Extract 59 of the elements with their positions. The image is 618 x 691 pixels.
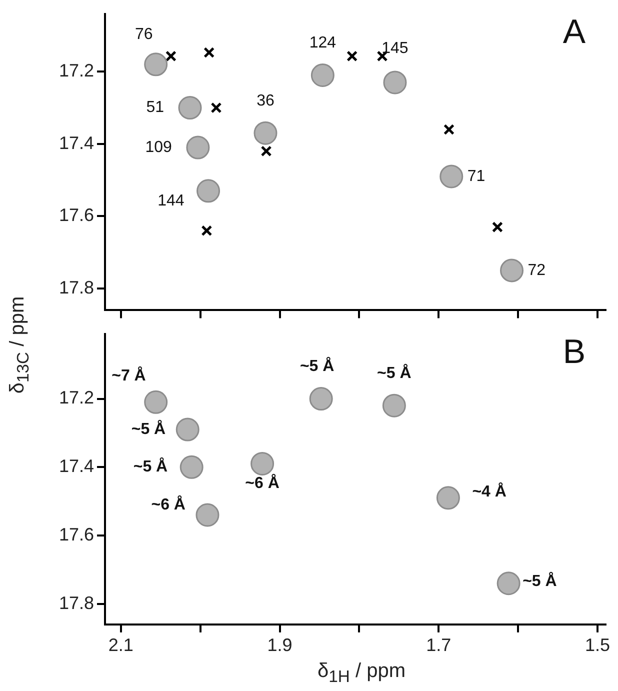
point — [250, 452, 274, 476]
point — [346, 50, 358, 62]
annotation: B — [562, 333, 586, 372]
point — [176, 418, 200, 442]
annotation: 51 — [146, 99, 164, 116]
y-tick-label: 17.2 — [58, 388, 94, 408]
annotation: ~5 Å — [522, 570, 558, 590]
annotation: 71 — [467, 168, 486, 185]
point — [196, 179, 220, 203]
point — [210, 102, 222, 114]
point — [144, 390, 168, 414]
point — [260, 146, 272, 157]
point — [310, 64, 334, 87]
x-tick-label: 2.1 — [108, 635, 134, 656]
annotation: ~5 Å — [300, 356, 335, 376]
point — [382, 394, 406, 418]
y-tick-label: 17.2 — [58, 60, 94, 81]
point — [204, 46, 215, 58]
y-tick-label: 17.6 — [58, 524, 94, 544]
y-tick-label: 17.8 — [58, 592, 94, 613]
annotation: ~5 Å — [131, 418, 166, 438]
point — [492, 222, 503, 233]
point — [186, 136, 210, 160]
y-tick-label: 17.8 — [58, 277, 94, 298]
point — [496, 572, 520, 596]
point — [196, 503, 220, 527]
annotation: 76 — [134, 26, 153, 43]
y-tick-label: 17.4 — [58, 456, 94, 476]
annotation: ~5 Å — [133, 456, 168, 476]
point — [178, 96, 202, 120]
point — [383, 70, 407, 94]
annotation: ~5 Å — [377, 363, 412, 382]
annotation: 72 — [528, 262, 546, 279]
annotation: ~6 Å — [151, 494, 186, 514]
point — [309, 387, 333, 411]
point — [444, 124, 454, 135]
annotation: 145 — [382, 40, 408, 57]
point — [254, 121, 278, 145]
point — [180, 455, 204, 479]
point — [436, 486, 460, 510]
x-tick-label: 1.7 — [426, 635, 452, 656]
annotation: ~4 Å — [472, 481, 507, 500]
annotation: 124 — [309, 34, 336, 52]
x-axis-title: δ$_{1H}$ / ppm — [316, 660, 406, 687]
annotation: 109 — [145, 138, 172, 156]
x-tick-label: 1.9 — [267, 635, 292, 656]
point — [201, 225, 212, 236]
point — [500, 258, 524, 282]
x-tick-label: 1.5 — [585, 635, 610, 656]
point — [144, 52, 168, 76]
annotation: A — [562, 13, 586, 52]
annotation: 144 — [158, 192, 184, 210]
y-tick-label: 17.4 — [58, 132, 94, 153]
point — [165, 50, 176, 62]
annotation: 36 — [256, 92, 274, 110]
annotation: ~6 Å — [245, 473, 280, 492]
point — [440, 164, 464, 188]
y-tick-label: 17.6 — [58, 205, 94, 226]
annotation: ~7 Å — [112, 366, 146, 385]
